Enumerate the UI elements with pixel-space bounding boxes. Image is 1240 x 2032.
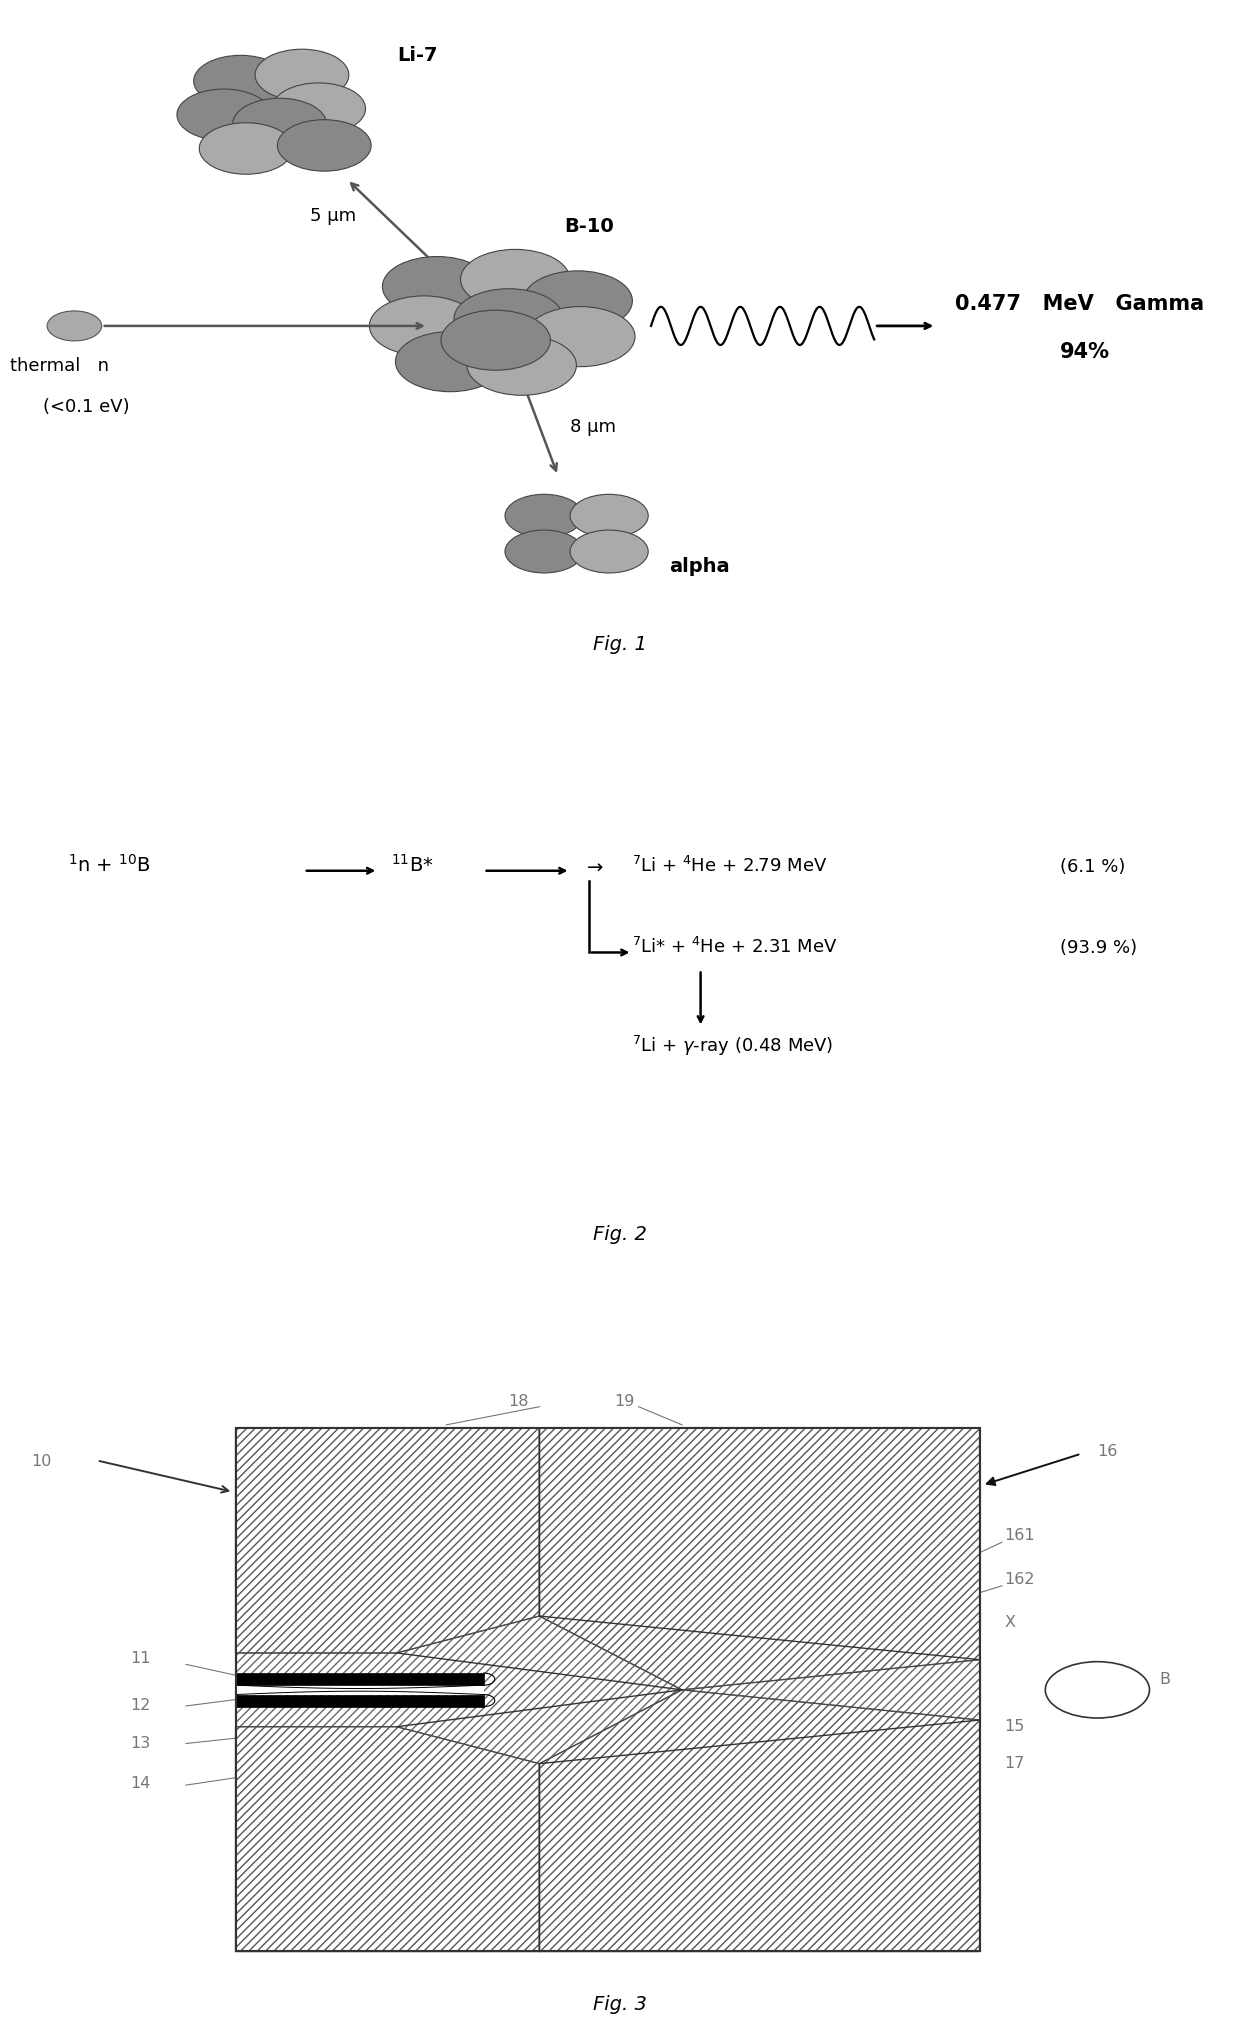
Polygon shape: [236, 1428, 539, 1654]
Circle shape: [177, 89, 270, 142]
Text: 8 μm: 8 μm: [570, 419, 616, 437]
Text: $^{1}$n + $^{10}$B: $^{1}$n + $^{10}$B: [68, 853, 151, 876]
Text: 12: 12: [130, 1697, 150, 1711]
Bar: [236, 1428, 980, 1951]
Text: 5 μm: 5 μm: [310, 207, 356, 226]
Text: 16: 16: [1097, 1443, 1117, 1459]
Text: thermal   n: thermal n: [10, 358, 109, 376]
Circle shape: [460, 250, 570, 311]
Circle shape: [47, 311, 102, 341]
Bar: [236, 1695, 484, 1707]
Circle shape: [505, 496, 583, 538]
Polygon shape: [539, 1428, 980, 1951]
Text: (6.1 %): (6.1 %): [1060, 858, 1126, 876]
Text: $^{7}$Li + $\gamma$-ray (0.48 MeV): $^{7}$Li + $\gamma$-ray (0.48 MeV): [632, 1034, 833, 1059]
Bar: [236, 1428, 980, 1951]
Text: 10: 10: [31, 1453, 51, 1469]
Text: Li-7: Li-7: [397, 47, 438, 65]
Circle shape: [255, 51, 348, 102]
Text: $^{7}$Li* + $^{4}$He + 2.31 MeV: $^{7}$Li* + $^{4}$He + 2.31 MeV: [632, 937, 838, 957]
Circle shape: [454, 291, 563, 350]
Circle shape: [523, 272, 632, 331]
Circle shape: [1045, 1662, 1149, 1719]
Bar: [236, 1672, 484, 1685]
Text: X: X: [1004, 1613, 1016, 1630]
Circle shape: [526, 307, 635, 368]
Polygon shape: [236, 1727, 539, 1951]
Circle shape: [370, 297, 479, 358]
Circle shape: [272, 83, 366, 136]
Circle shape: [193, 57, 288, 108]
Text: $^{7}$Li + $^{4}$He + 2.79 MeV: $^{7}$Li + $^{4}$He + 2.79 MeV: [632, 855, 827, 876]
Text: 0.477   MeV   Gamma: 0.477 MeV Gamma: [955, 295, 1204, 313]
Text: Fig. 3: Fig. 3: [593, 1993, 647, 2012]
Circle shape: [505, 530, 583, 573]
Text: (93.9 %): (93.9 %): [1060, 939, 1137, 957]
Circle shape: [233, 100, 326, 150]
Text: 15: 15: [1004, 1719, 1024, 1733]
Text: 162: 162: [1004, 1571, 1035, 1585]
Text: 14: 14: [130, 1776, 150, 1790]
Circle shape: [200, 124, 293, 175]
Circle shape: [570, 496, 649, 538]
Text: 161: 161: [1004, 1528, 1035, 1542]
Text: (<0.1 eV): (<0.1 eV): [43, 398, 130, 417]
Text: 11: 11: [130, 1650, 151, 1666]
Circle shape: [396, 333, 505, 392]
Text: B: B: [1159, 1670, 1171, 1687]
Text: 17: 17: [1004, 1756, 1024, 1770]
Text: 13: 13: [130, 1735, 150, 1750]
Circle shape: [441, 311, 551, 372]
Text: 18: 18: [508, 1394, 529, 1408]
Circle shape: [570, 530, 649, 573]
Circle shape: [278, 120, 371, 173]
Text: B-10: B-10: [564, 217, 614, 236]
Circle shape: [467, 335, 577, 396]
Bar: [236, 1428, 980, 1951]
Text: Fig. 1: Fig. 1: [593, 636, 647, 654]
Text: 19: 19: [614, 1394, 634, 1408]
Text: Fig. 2: Fig. 2: [593, 1223, 647, 1244]
Text: alpha: alpha: [670, 557, 730, 575]
Text: 94%: 94%: [1060, 341, 1110, 362]
Bar: [236, 1685, 484, 1695]
Circle shape: [382, 258, 492, 317]
Text: $\rightarrow$: $\rightarrow$: [583, 855, 604, 876]
Text: $^{11}$B*: $^{11}$B*: [391, 853, 433, 876]
